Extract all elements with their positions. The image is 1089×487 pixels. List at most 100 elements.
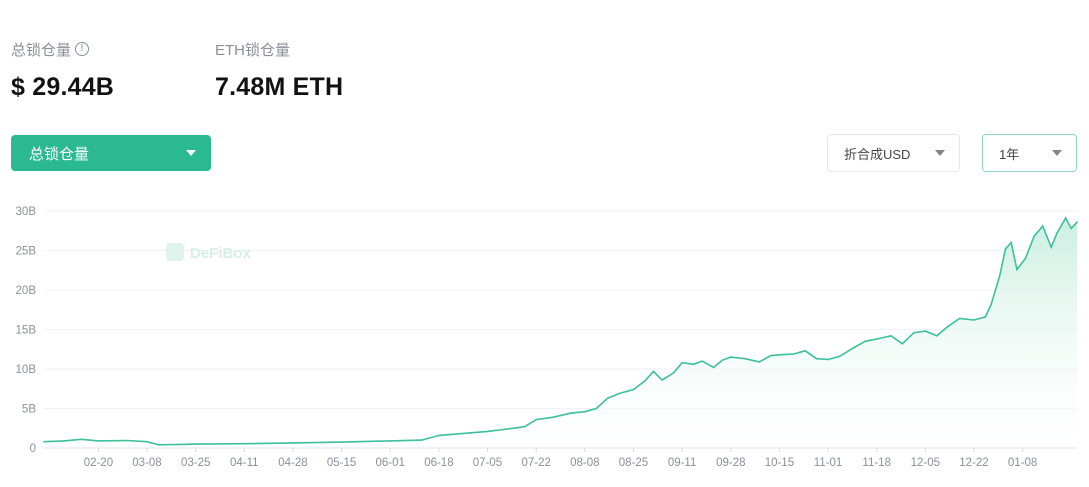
data-point bbox=[924, 330, 927, 332]
eth-stat: ETH锁仓量 7.48M ETH bbox=[215, 38, 343, 102]
info-circle-icon[interactable]: ! bbox=[75, 42, 90, 56]
data-point bbox=[438, 434, 440, 437]
x-tick-label: 09-11 bbox=[668, 457, 697, 469]
x-tick-label: 04-28 bbox=[278, 457, 307, 469]
x-tick-label: 06-18 bbox=[424, 457, 453, 469]
data-point bbox=[958, 317, 961, 320]
x-tick-label: 08-08 bbox=[570, 457, 599, 469]
data-point bbox=[458, 433, 460, 435]
x-tick-label: 03-08 bbox=[132, 457, 161, 469]
x-axis: 02-20 03-08 03-25 04-11 04-28 05-15 06-01 06-18… bbox=[84, 448, 1037, 469]
data-point bbox=[827, 358, 829, 361]
y-tick-label: 0 bbox=[30, 443, 36, 455]
data-point bbox=[523, 425, 526, 428]
data-point bbox=[1024, 257, 1027, 260]
x-tick-label: 12-05 bbox=[911, 457, 940, 469]
range-select[interactable]: 1年 bbox=[982, 134, 1077, 172]
data-point bbox=[792, 353, 795, 355]
y-tick-label: 25B bbox=[16, 246, 37, 258]
data-point bbox=[652, 370, 655, 373]
data-point bbox=[1004, 248, 1007, 250]
data-point bbox=[243, 442, 246, 445]
data-point bbox=[535, 418, 537, 421]
data-point bbox=[730, 356, 732, 358]
tvl-label: 总锁仓量 bbox=[11, 41, 72, 59]
data-point bbox=[569, 412, 572, 414]
data-point bbox=[1016, 268, 1018, 271]
data-point bbox=[973, 319, 975, 321]
data-point bbox=[901, 342, 904, 345]
metric-select-label: 总锁仓量 bbox=[29, 145, 90, 163]
data-point bbox=[692, 363, 695, 366]
data-point bbox=[1033, 235, 1035, 238]
data-point bbox=[875, 338, 878, 340]
data-point bbox=[632, 388, 635, 391]
data-point bbox=[936, 335, 938, 337]
x-tick-label: 03-25 bbox=[181, 457, 210, 469]
data-point bbox=[890, 335, 892, 337]
x-tick-label: 08-25 bbox=[619, 457, 648, 469]
defibox-logo-icon bbox=[166, 243, 184, 261]
data-point bbox=[815, 357, 818, 360]
x-tick-label: 11-18 bbox=[862, 457, 891, 469]
x-tick-label: 12-22 bbox=[959, 457, 988, 469]
data-point bbox=[126, 439, 128, 442]
data-point bbox=[990, 303, 992, 305]
data-point bbox=[1041, 225, 1044, 227]
tvl-stat: 总锁仓量 ! $ 29.44B bbox=[11, 38, 114, 102]
data-point bbox=[947, 325, 949, 328]
data-point bbox=[1050, 246, 1052, 249]
data-point bbox=[1056, 232, 1058, 234]
data-point bbox=[595, 407, 598, 410]
data-point bbox=[157, 444, 160, 446]
x-tick-label: 01-08 bbox=[1008, 457, 1037, 469]
series-area bbox=[44, 218, 1077, 448]
data-point bbox=[506, 428, 509, 430]
y-tick-label: 20B bbox=[16, 285, 37, 297]
data-point bbox=[486, 430, 489, 433]
x-tick-label: 09-28 bbox=[716, 457, 745, 469]
data-point bbox=[80, 438, 82, 441]
x-tick-label: 04-11 bbox=[230, 457, 259, 469]
eth-label: ETH锁仓量 bbox=[215, 41, 291, 59]
x-tick-label: 07-05 bbox=[473, 457, 502, 469]
y-tick-label: 30B bbox=[16, 206, 37, 218]
tvl-area-chart[interactable]: 0 5B 10B 15B 20B 25B 30B DeFiBox 02-20 03-08 03-… bbox=[0, 195, 1089, 487]
defibox-watermark: DeFiBox bbox=[166, 243, 252, 262]
watermark-text: DeFiBox bbox=[190, 245, 252, 262]
tvl-label-row: 总锁仓量 ! bbox=[11, 38, 114, 60]
data-point bbox=[672, 372, 675, 374]
data-point bbox=[43, 440, 45, 443]
caret-down-icon bbox=[186, 150, 196, 156]
caret-down-icon bbox=[1052, 150, 1062, 156]
data-point bbox=[644, 380, 646, 382]
data-point bbox=[1070, 227, 1073, 230]
data-point bbox=[681, 361, 683, 364]
data-point bbox=[606, 397, 609, 399]
tvl-value: $ 29.44B bbox=[11, 73, 115, 101]
x-tick-label: 10-15 bbox=[765, 457, 794, 469]
data-point bbox=[838, 355, 841, 358]
data-point bbox=[63, 440, 65, 442]
x-tick-label: 11-01 bbox=[814, 457, 843, 469]
data-point bbox=[292, 442, 294, 444]
data-point bbox=[853, 346, 855, 349]
data-point bbox=[420, 439, 423, 441]
currency-select[interactable]: 折合成USD bbox=[827, 134, 960, 172]
y-axis: 0 5B 10B 15B 20B 25B 30B bbox=[16, 206, 37, 455]
eth-value: 7.48M ETH bbox=[215, 73, 344, 101]
data-point bbox=[804, 350, 806, 352]
series-points bbox=[43, 217, 1078, 446]
data-point bbox=[661, 379, 663, 381]
data-point bbox=[584, 410, 586, 413]
x-tick-label: 06-01 bbox=[375, 457, 404, 469]
metric-select[interactable]: 总锁仓量 bbox=[11, 135, 211, 171]
data-point bbox=[984, 316, 987, 318]
data-point bbox=[1076, 221, 1078, 223]
data-point bbox=[340, 441, 343, 443]
data-point bbox=[770, 354, 772, 357]
data-point bbox=[913, 331, 915, 334]
y-tick-label: 10B bbox=[16, 364, 37, 376]
data-point bbox=[998, 275, 1001, 277]
data-point bbox=[389, 440, 392, 442]
